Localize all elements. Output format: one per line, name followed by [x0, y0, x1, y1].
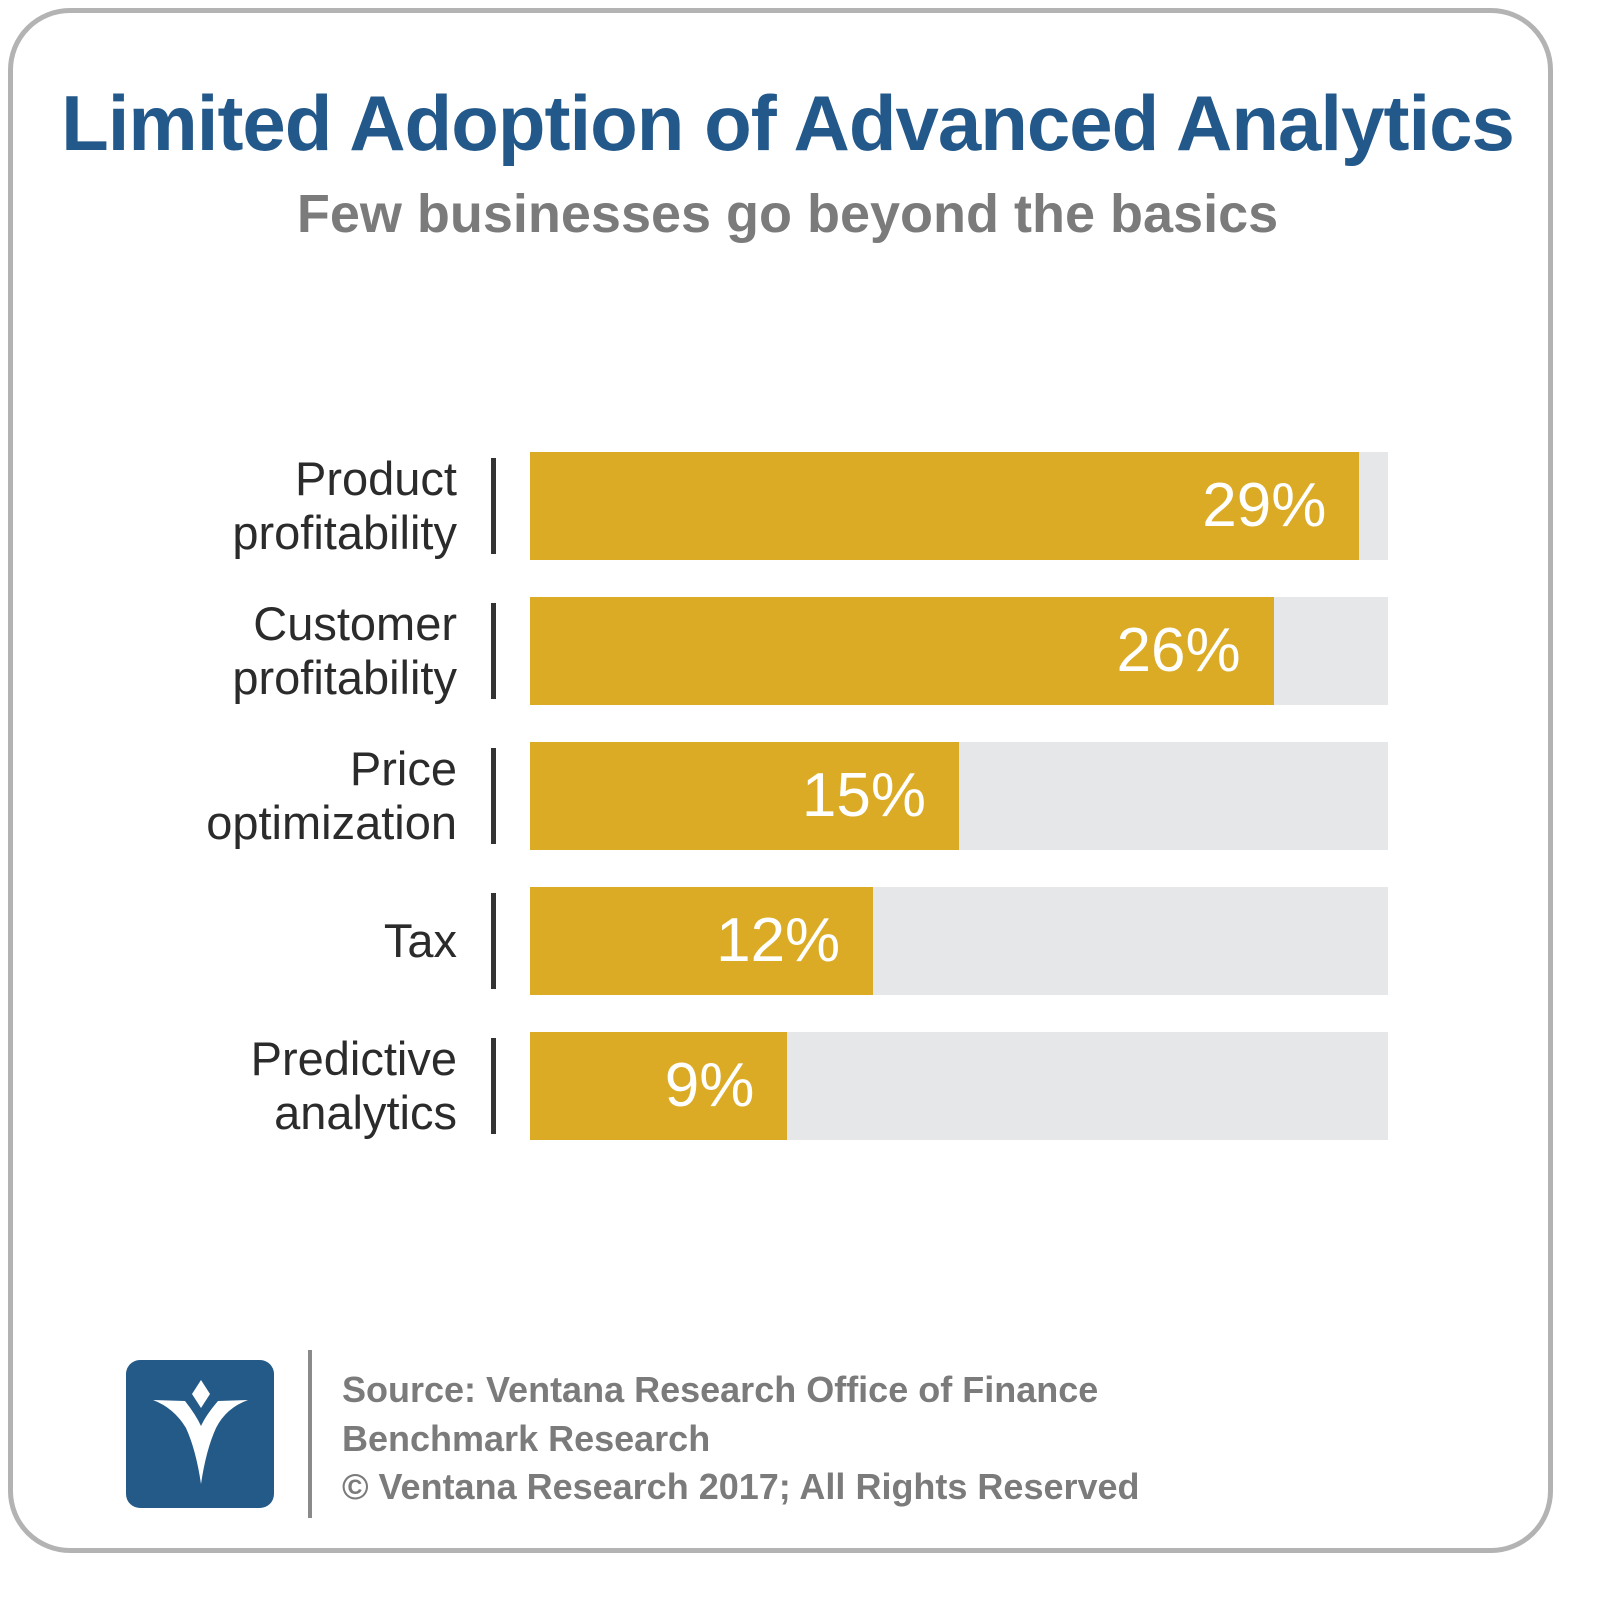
ventana-logo-icon [126, 1360, 274, 1508]
data-label: 29% [1202, 471, 1327, 540]
category-label-line: profitability [232, 651, 457, 704]
bar: 12% [530, 887, 874, 995]
category-label-line: Customer [253, 597, 457, 650]
category-label-line: Predictive [250, 1032, 457, 1085]
axis-tick-line [491, 458, 496, 554]
bar-row: Product profitability 29% [0, 452, 1600, 560]
source-line: Benchmark Research [342, 1417, 711, 1459]
source-text: Source: Ventana Research Office of Finan… [342, 1366, 1140, 1512]
chart-subtitle: Few businesses go beyond the basics [296, 184, 1279, 244]
data-label: 26% [1116, 616, 1241, 685]
category-label-line: Price [349, 742, 457, 795]
bar-track: 15% [530, 742, 1388, 850]
bar-row: Tax 12% [0, 887, 1600, 995]
bar: 26% [530, 597, 1274, 705]
copyright-line: © Ventana Research 2017; All Rights Rese… [342, 1466, 1140, 1507]
bar-row: Predictive analytics 9% [0, 1032, 1600, 1140]
data-label: 9% [664, 1051, 755, 1120]
category-label: Product profitability [232, 452, 457, 560]
axis-tick-line [491, 1038, 496, 1134]
bar-track: 26% [530, 597, 1388, 705]
chart-frame [8, 8, 1553, 1553]
bar: 15% [530, 742, 959, 850]
bar-track: 29% [530, 452, 1388, 560]
category-label-line: profitability [232, 506, 457, 559]
category-label: Price optimization [206, 742, 457, 850]
data-label: 12% [716, 906, 841, 975]
category-label: Tax [384, 887, 457, 995]
axis-tick-line [491, 893, 496, 989]
category-label-line: optimization [206, 796, 457, 849]
bar-track: 12% [530, 887, 1388, 995]
bar: 29% [530, 452, 1360, 560]
bar-row: Customer profitability 26% [0, 597, 1600, 705]
category-label: Customer profitability [232, 597, 457, 705]
bar-track: 9% [530, 1032, 1388, 1140]
source-line: Source: Ventana Research Office of Finan… [342, 1369, 1099, 1410]
category-label-line: Tax [383, 914, 457, 967]
footer-divider [308, 1350, 312, 1518]
data-label: 15% [801, 761, 926, 830]
bar: 9% [530, 1032, 788, 1140]
axis-tick-line [491, 603, 496, 699]
category-label: Predictive analytics [251, 1032, 457, 1140]
chart-title: Limited Adoption of Advanced Analytics [61, 79, 1515, 167]
axis-tick-line [491, 748, 496, 844]
category-label-line: Product [295, 452, 457, 505]
bar-row: Price optimization 15% [0, 742, 1600, 850]
category-label-line: analytics [274, 1086, 457, 1139]
